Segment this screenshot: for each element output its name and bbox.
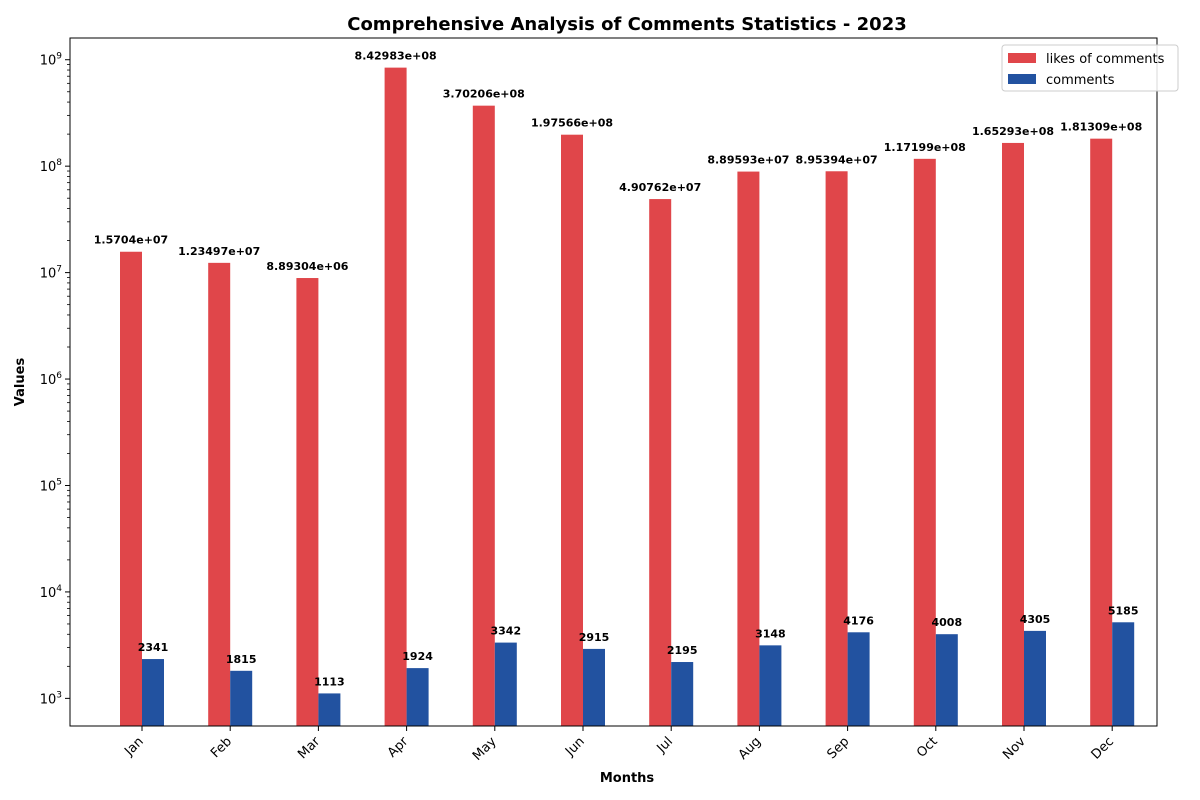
- legend-label-likes: likes of comments: [1046, 52, 1165, 67]
- data-label-comments-oct: 4008: [931, 616, 962, 629]
- bar-comments-may: [494, 642, 517, 726]
- y-tick-label-1e9: 109: [40, 52, 63, 69]
- data-label-likes-mar: 8.89304e+06: [266, 260, 348, 273]
- x-tick-label-nov: Nov: [1000, 734, 1029, 763]
- y-tick-label-1e8: 108: [40, 158, 63, 175]
- data-label-likes-feb: 1.23497e+07: [178, 245, 260, 258]
- data-label-comments-aug: 3148: [755, 627, 786, 640]
- bars-layer: 1.5704e+07 2341 1.23497e+07 1815 8.89304e+06…: [94, 50, 1142, 727]
- bar-comments-nov: [1024, 630, 1046, 726]
- data-label-likes-apr: 8.42983e+08: [355, 50, 437, 63]
- x-tick-label-mar: Mar: [295, 734, 323, 762]
- bar-comments-sep: [847, 632, 870, 726]
- bar-likes-sep: [825, 171, 848, 727]
- legend-box: [1001, 44, 1179, 92]
- chart-title: Comprehensive Analysis of Comments Stati…: [347, 14, 907, 35]
- bar-comments-oct: [935, 634, 958, 726]
- bar-comments-jan: [142, 659, 164, 726]
- bar-comments-feb: [230, 670, 253, 726]
- bar-comments-dec: [1112, 622, 1135, 726]
- legend-swatch-likes: [1008, 53, 1036, 63]
- legend-swatch-comments: [1008, 74, 1036, 84]
- data-label-comments-nov: 4305: [1020, 613, 1051, 626]
- x-tick-label-apr: Apr: [385, 734, 412, 761]
- x-axis-ticks: Jan Feb Mar Apr May Jun Jul Aug Sep Oct Nov Dec: [121, 726, 1117, 764]
- bar-comments-apr: [406, 668, 429, 726]
- x-tick-label-may: May: [470, 734, 500, 764]
- data-label-comments-jun: 2915: [579, 631, 610, 644]
- data-label-likes-jan: 1.5704e+07: [94, 234, 168, 247]
- data-label-comments-apr: 1924: [402, 650, 433, 663]
- data-label-comments-sep: 4176: [843, 614, 874, 627]
- bar-likes-dec: [1090, 138, 1113, 726]
- data-label-likes-dec: 1.81309e+08: [1060, 121, 1142, 134]
- data-label-comments-jul: 2195: [667, 644, 698, 657]
- x-tick-label-oct: Oct: [914, 734, 941, 761]
- bar-comments-aug: [759, 645, 782, 726]
- bar-likes-may: [472, 105, 495, 726]
- data-label-comments-dec: 5185: [1108, 604, 1139, 617]
- x-tick-label-aug: Aug: [736, 734, 765, 763]
- bar-likes-nov: [1002, 142, 1024, 726]
- y-tick-label-1e7: 107: [40, 265, 62, 282]
- bar-likes-oct: [913, 158, 936, 727]
- y-tick-label-1e4: 104: [40, 584, 63, 601]
- y-axis-label: Values: [13, 358, 28, 407]
- data-label-likes-aug: 8.89593e+07: [707, 154, 789, 167]
- x-tick-label-jul: Jul: [654, 734, 676, 756]
- bar-likes-apr: [384, 67, 407, 727]
- bar-likes-mar: [296, 278, 319, 726]
- bar-likes-feb: [208, 262, 231, 726]
- x-tick-label-feb: Feb: [208, 734, 235, 761]
- data-label-likes-jun: 1.97566e+08: [531, 117, 613, 130]
- data-label-comments-feb: 1815: [226, 653, 257, 666]
- bar-comments-jun: [583, 648, 605, 726]
- bar-comments-jul: [671, 662, 694, 726]
- data-label-likes-jul: 4.90762e+07: [619, 181, 701, 194]
- x-tick-label-jan: Jan: [121, 734, 146, 759]
- data-label-likes-oct: 1.17199e+08: [884, 141, 966, 154]
- bar-likes-jul: [649, 199, 672, 726]
- y-axis-ticks: 103 104 105 106 107 108 109: [40, 52, 70, 707]
- y-tick-label-1e5: 105: [40, 477, 62, 494]
- x-tick-label-dec: Dec: [1089, 734, 1117, 762]
- legend-label-comments: comments: [1046, 73, 1115, 88]
- legend: likes of comments comments: [1001, 44, 1179, 92]
- data-label-likes-nov: 1.65293e+08: [972, 125, 1054, 138]
- y-tick-label-1e3: 103: [40, 690, 62, 707]
- bar-likes-jan: [120, 251, 142, 726]
- data-label-comments-jan: 2341: [138, 641, 169, 654]
- y-tick-label-1e6: 106: [40, 371, 63, 388]
- x-tick-label-jun: Jun: [562, 734, 588, 760]
- bar-likes-aug: [737, 171, 760, 726]
- data-label-likes-may: 3.70206e+08: [443, 88, 525, 101]
- data-label-likes-sep: 8.95394e+07: [796, 153, 878, 166]
- data-label-comments-may: 3342: [490, 625, 521, 638]
- bar-likes-jun: [561, 134, 583, 726]
- data-label-comments-mar: 1113: [314, 675, 345, 688]
- x-tick-label-sep: Sep: [824, 734, 852, 762]
- bar-comments-mar: [318, 693, 341, 726]
- plot-frame: [69, 37, 1158, 727]
- x-axis-label: Months: [600, 771, 655, 786]
